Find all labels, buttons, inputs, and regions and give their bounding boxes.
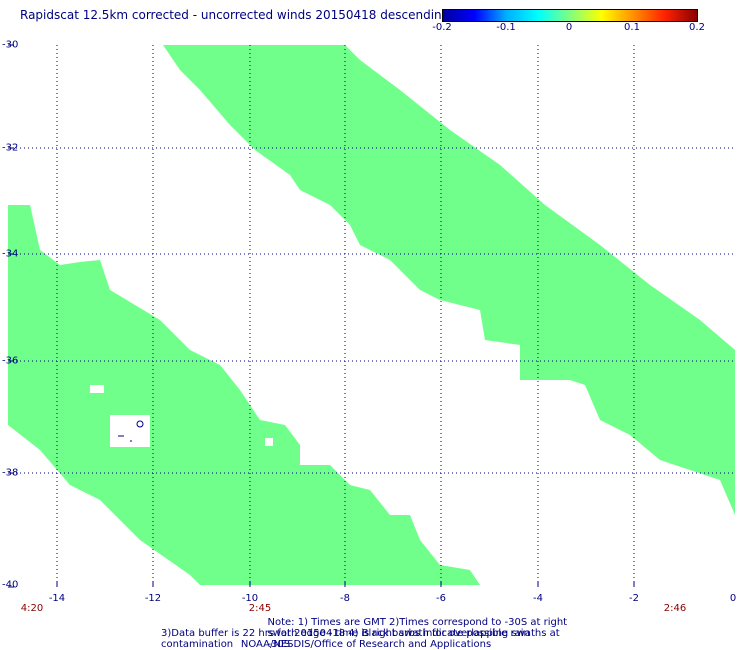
swath-gaps: [90, 385, 273, 447]
axis-ticks: [8, 44, 635, 588]
lon-label: -2: [629, 593, 639, 604]
swath-left-band: [8, 205, 480, 585]
swath-time-label: 4:20: [20, 603, 44, 614]
lon-label: -6: [436, 593, 446, 604]
colorbar-tick: -0.1: [496, 22, 516, 33]
lat-label: -32: [2, 142, 19, 154]
colorbar-tick: 0.2: [689, 22, 705, 33]
colorbar-tick: 0: [565, 22, 573, 33]
colorbar-tick: -0.2: [432, 22, 452, 33]
lon-label: 0: [729, 593, 737, 604]
footnote-line: 3)Data buffer is 22 hrs for 20150418 4) …: [161, 628, 530, 650]
lon-label: -4: [533, 593, 543, 604]
swath-time-label: 2:46: [663, 603, 687, 614]
lat-label: -38: [2, 467, 19, 479]
colorbar: [442, 9, 698, 22]
swath-regions: [8, 45, 735, 585]
data-gap: [265, 438, 273, 446]
lon-label: -12: [144, 593, 162, 604]
lat-label: -36: [2, 355, 19, 367]
lat-label: -30: [2, 39, 19, 51]
swath-right-band: [163, 45, 735, 515]
rain-flags: [118, 420, 144, 442]
footnote-line: Note: 1) Times are GMT 2)Times correspon…: [267, 617, 568, 650]
lat-label: -40: [2, 579, 19, 591]
swath-time-label: 2:45: [248, 603, 272, 614]
lon-label: -8: [340, 593, 350, 604]
data-gap: [90, 385, 104, 393]
data-gap: [110, 415, 150, 447]
lon-label: -10: [241, 593, 259, 604]
footnote-line: NOAA/NESDIS/Office of Research and Appli…: [240, 639, 492, 650]
map-title: Rapidscat 12.5km corrected - uncorrected…: [20, 8, 450, 22]
rain-flag-marker: [136, 420, 144, 428]
colorbar-tick: 0.1: [624, 22, 640, 33]
lon-label: -14: [48, 593, 66, 604]
lat-label: -34: [2, 248, 19, 260]
